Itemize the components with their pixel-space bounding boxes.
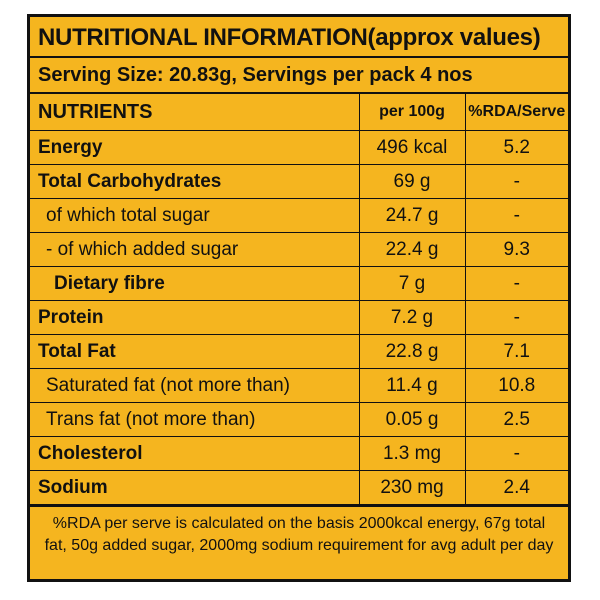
nutrient-per-100g: 11.4 g xyxy=(358,368,466,403)
nutrient-name: - of which added sugar xyxy=(30,232,360,267)
nutrient-name: Saturated fat (not more than) xyxy=(30,368,360,403)
nutrient-name: of which total sugar xyxy=(30,198,360,233)
column-header-per-100g: per 100g xyxy=(358,94,466,131)
label-title: NUTRITIONAL INFORMATION(approx values) xyxy=(30,17,568,58)
footnote-line: fat, 50g added sugar, 2000mg sodium requ… xyxy=(44,537,554,554)
nutrient-name: Cholesterol xyxy=(30,436,360,471)
nutrient-name: Trans fat (not more than) xyxy=(30,402,360,437)
nutrient-per-100g: 22.8 g xyxy=(358,334,466,369)
table-row: Cholesterol 1.3 mg - xyxy=(30,436,568,471)
column-header-nutrients: NUTRIENTS xyxy=(30,94,360,131)
nutrient-rda: - xyxy=(464,164,568,199)
nutrient-name: Total Fat xyxy=(30,334,360,369)
serving-info: Serving Size: 20.83g, Servings per pack … xyxy=(30,58,568,94)
table-row: Sodium 230 mg 2.4 xyxy=(30,470,568,505)
nutrient-rda: 2.5 xyxy=(464,402,568,437)
nutrient-name: Energy xyxy=(30,130,360,165)
table-row: Total Carbohydrates 69 g - xyxy=(30,164,568,199)
table-row: Saturated fat (not more than) 11.4 g 10.… xyxy=(30,368,568,403)
nutrient-rda: 2.4 xyxy=(464,470,568,505)
nutrient-rda: - xyxy=(464,198,568,233)
column-header-rda: %RDA/Serve xyxy=(464,94,568,131)
nutrient-name: Total Carbohydrates xyxy=(30,164,360,199)
nutrient-per-100g: 69 g xyxy=(358,164,466,199)
rda-footnote: %RDA per serve is calculated on the basi… xyxy=(30,505,568,557)
nutrient-per-100g: 1.3 mg xyxy=(358,436,466,471)
nutrient-rda: 5.2 xyxy=(464,130,568,165)
table-row: Protein 7.2 g - xyxy=(30,300,568,335)
nutrient-name: Sodium xyxy=(30,470,360,505)
table-row: Trans fat (not more than) 0.05 g 2.5 xyxy=(30,402,568,437)
table-row: Dietary fibre 7 g - xyxy=(30,266,568,301)
nutrient-rda: - xyxy=(464,436,568,471)
nutrient-per-100g: 7 g xyxy=(358,266,466,301)
nutrient-name: Protein xyxy=(30,300,360,335)
nutrient-rda: 10.8 xyxy=(464,368,568,403)
nutrient-per-100g: 0.05 g xyxy=(358,402,466,437)
table-row: Total Fat 22.8 g 7.1 xyxy=(30,334,568,369)
nutrient-rda: - xyxy=(464,300,568,335)
nutrient-per-100g: 22.4 g xyxy=(358,232,466,267)
nutrition-table: NUTRIENTS per 100g %RDA/Serve Energy 496… xyxy=(30,94,568,505)
table-row: - of which added sugar 22.4 g 9.3 xyxy=(30,232,568,267)
nutrient-per-100g: 24.7 g xyxy=(358,198,466,233)
nutrition-label: NUTRITIONAL INFORMATION(approx values) S… xyxy=(27,14,571,582)
table-row: Energy 496 kcal 5.2 xyxy=(30,130,568,165)
nutrient-per-100g: 230 mg xyxy=(358,470,466,505)
nutrient-per-100g: 7.2 g xyxy=(358,300,466,335)
nutrient-rda: 9.3 xyxy=(464,232,568,267)
nutrient-rda: - xyxy=(464,266,568,301)
table-header-row: NUTRIENTS per 100g %RDA/Serve xyxy=(30,94,568,131)
footnote-line: %RDA per serve is calculated on the basi… xyxy=(52,515,546,532)
table-row: of which total sugar 24.7 g - xyxy=(30,198,568,233)
nutrient-name: Dietary fibre xyxy=(30,266,360,301)
nutrient-per-100g: 496 kcal xyxy=(358,130,466,165)
nutrient-rda: 7.1 xyxy=(464,334,568,369)
